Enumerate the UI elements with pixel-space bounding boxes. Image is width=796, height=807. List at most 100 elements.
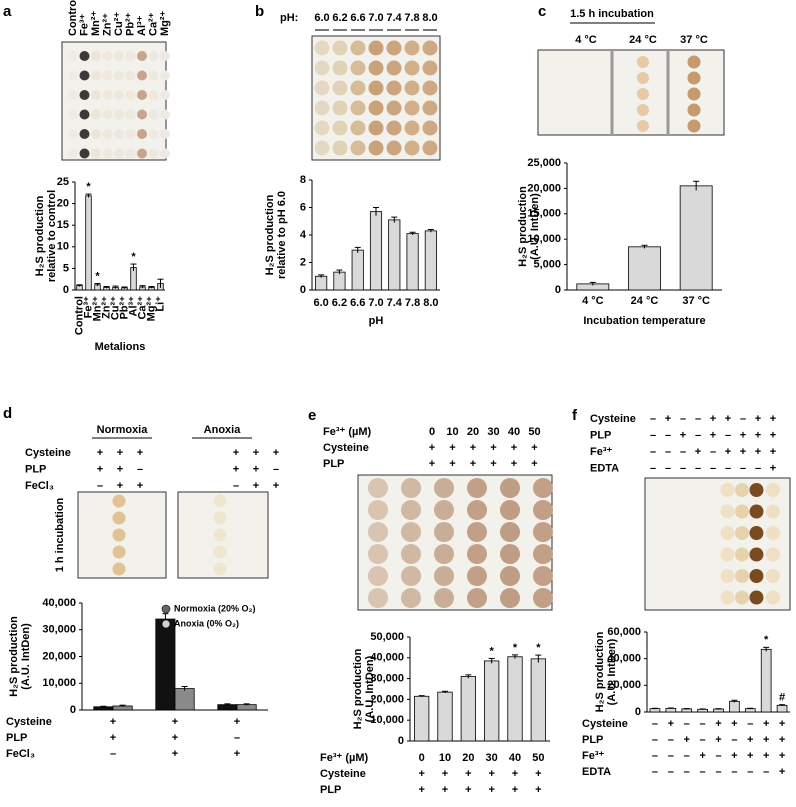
row-label: FeCl₃ xyxy=(25,480,54,492)
plate-column-label: Fe³⁺ xyxy=(78,14,90,37)
spot xyxy=(533,588,553,608)
spot xyxy=(102,51,113,61)
plate-column-label: 6.0 xyxy=(314,12,329,24)
row-label: PLP xyxy=(6,732,27,744)
spot xyxy=(148,129,159,139)
y-tick-label: 30,000 xyxy=(42,624,76,636)
spot xyxy=(112,545,126,559)
x-tick-label: Pb²⁺ xyxy=(118,296,130,320)
x-tick-label: Li⁺ xyxy=(154,296,166,312)
row-value: + xyxy=(731,750,737,762)
y-tick-label: 5 xyxy=(63,262,69,274)
spot xyxy=(749,569,764,583)
row-value: + xyxy=(449,458,455,470)
plate-column-label: Mn²⁺ xyxy=(90,10,102,36)
y-tick-label: 10 xyxy=(57,241,69,253)
spot xyxy=(766,569,780,583)
y-tick-label: 60,000 xyxy=(607,626,641,638)
row-label: Fe³⁺ (µM) xyxy=(320,752,369,764)
row-value: + xyxy=(770,429,776,441)
row-label: Cysteine xyxy=(590,413,636,425)
row-value: + xyxy=(512,768,518,780)
bar xyxy=(460,676,476,742)
row-value: + xyxy=(770,446,776,458)
row-value: + xyxy=(117,480,123,492)
y-axis-label: (A.U. IntDen) xyxy=(606,638,618,705)
spot xyxy=(160,148,170,159)
row-value: + xyxy=(429,458,435,470)
plate-column-label: 7.4 xyxy=(386,12,402,24)
y-axis-label: relative to control xyxy=(46,190,58,282)
plate xyxy=(357,474,553,611)
bar xyxy=(424,230,437,291)
plate-column-label: 7.0 xyxy=(368,12,383,24)
y-tick-label: 4 xyxy=(300,229,307,241)
panel-label: b xyxy=(255,3,264,20)
plate-column-label: 8.0 xyxy=(422,12,437,24)
spot xyxy=(368,120,384,136)
spot xyxy=(720,569,735,583)
row-value: + xyxy=(429,442,435,454)
spot xyxy=(314,100,330,116)
spot xyxy=(160,129,170,139)
spot xyxy=(68,109,78,120)
y-axis-label: H₂S production xyxy=(594,631,606,712)
row-value: – xyxy=(710,462,716,474)
row-value: – xyxy=(110,748,116,760)
row-value: + xyxy=(511,442,517,454)
y-tick-label: 40,000 xyxy=(607,653,641,665)
y-tick-label: 5,000 xyxy=(533,259,561,271)
bar xyxy=(679,185,713,291)
row-value: + xyxy=(117,463,123,475)
spot xyxy=(735,547,749,562)
spot xyxy=(749,590,764,605)
row-label: Fe³⁺ (µM) xyxy=(323,426,372,438)
row-value: + xyxy=(234,716,240,728)
plate-column-label: 6.2 xyxy=(332,12,347,24)
row-value: + xyxy=(137,447,143,459)
row-value: – xyxy=(700,766,706,778)
row-value: – xyxy=(740,462,746,474)
row-value: – xyxy=(650,462,656,474)
spot xyxy=(79,51,90,61)
x-tick-label: 50 xyxy=(532,752,544,764)
spot xyxy=(500,500,520,520)
spot xyxy=(368,60,384,76)
spot xyxy=(137,51,147,61)
spot xyxy=(350,140,366,156)
row-value: – xyxy=(97,480,103,492)
row-label: Fe³⁺ xyxy=(582,750,605,762)
spot xyxy=(332,140,348,156)
row-value: + xyxy=(234,748,240,760)
bar xyxy=(388,219,401,291)
row-value: + xyxy=(740,429,746,441)
row-value: + xyxy=(465,784,471,796)
row-value: + xyxy=(747,750,753,762)
significance: * xyxy=(95,270,100,282)
spot xyxy=(401,588,421,608)
x-tick-label: 6.6 xyxy=(350,297,365,309)
row-value: – xyxy=(725,429,731,441)
y-tick-label: 15,000 xyxy=(527,208,561,220)
y-tick-label: 2 xyxy=(300,256,306,268)
row-value: + xyxy=(253,447,259,459)
y-tick-label: 6 xyxy=(300,201,306,213)
plate-column-label: 37 °C xyxy=(680,34,708,46)
row-value: + xyxy=(470,458,476,470)
row-value: + xyxy=(490,442,496,454)
row-label: Cysteine xyxy=(320,768,366,780)
spot xyxy=(137,148,147,159)
spot xyxy=(137,90,147,100)
row-value: + xyxy=(665,413,671,425)
spot xyxy=(368,588,388,608)
spot xyxy=(125,109,136,120)
row-value: – xyxy=(755,462,761,474)
row-value: + xyxy=(488,784,494,796)
significance: * xyxy=(764,634,769,646)
spot xyxy=(720,547,735,562)
spot xyxy=(720,590,735,605)
spot xyxy=(467,566,487,586)
row-value: – xyxy=(668,766,674,778)
spot xyxy=(314,80,330,96)
row-value: – xyxy=(680,446,686,458)
